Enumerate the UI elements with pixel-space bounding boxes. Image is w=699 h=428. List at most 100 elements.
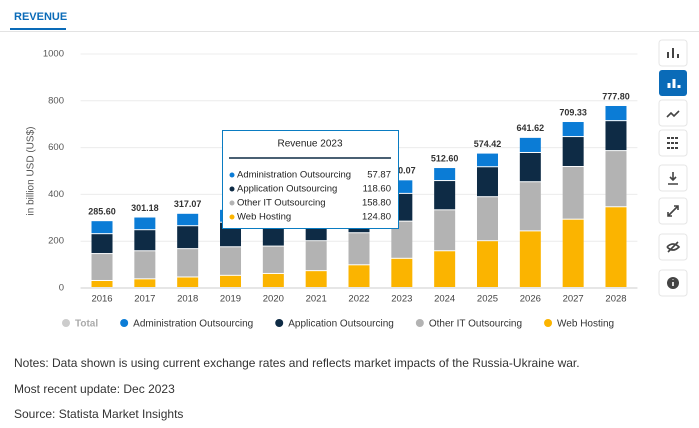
bar-segment — [434, 168, 456, 181]
bar-segment — [562, 137, 584, 167]
bar-segment — [91, 280, 113, 287]
tooltip-value: 118.60 — [363, 184, 391, 195]
x-tick-label: 2026 — [520, 294, 541, 305]
bar-segment — [134, 279, 156, 287]
tool-button[interactable] — [658, 99, 688, 127]
legend-label[interactable]: Other IT Outsourcing — [429, 319, 522, 330]
bar-segment — [519, 182, 541, 231]
bar-segment — [177, 277, 199, 287]
bar-segment — [220, 247, 242, 275]
bar-segment — [476, 167, 498, 197]
bar-segment — [391, 258, 413, 287]
bar-segment — [519, 152, 541, 182]
tab-label[interactable]: REVENUE — [14, 11, 67, 23]
tooltip-marker — [229, 200, 235, 206]
total-label: 777.80 — [602, 91, 630, 101]
x-tick-label: 2019 — [220, 294, 241, 305]
legend-label[interactable]: Total — [75, 319, 98, 330]
bar-segment — [220, 275, 242, 287]
icon — [667, 48, 679, 58]
bar-segment — [91, 221, 113, 234]
y-tick-label: 1000 — [43, 49, 64, 60]
note: Most recent update: Dec 2023 — [14, 382, 175, 396]
bar-segment — [605, 121, 627, 151]
tooltip-name: Administration Outsourcing — [237, 170, 351, 181]
bar-segment — [562, 219, 584, 287]
x-tick-label: 2016 — [91, 294, 112, 305]
legend-marker — [415, 319, 424, 327]
icon — [666, 110, 680, 118]
bar-segment — [391, 221, 413, 258]
total-label: 285.60 — [88, 207, 116, 217]
bar-segment — [434, 181, 456, 210]
tooltip-name: Web Hosting — [237, 212, 291, 223]
x-tick-label: 2028 — [605, 294, 626, 305]
y-tick-label: 200 — [48, 236, 64, 247]
tooltip-marker — [229, 172, 235, 178]
bar-segment — [605, 207, 627, 287]
tab-underline — [10, 28, 66, 30]
tooltip-box — [222, 130, 399, 229]
legend-label[interactable]: Application Outsourcing — [288, 319, 394, 330]
icon — [668, 172, 678, 185]
bar-segment — [519, 137, 541, 152]
y-tick-label: 400 — [48, 189, 64, 200]
legend-marker — [62, 319, 70, 327]
x-tick-label: 2021 — [306, 294, 327, 305]
bar-segment — [434, 251, 456, 287]
tooltip: Revenue 2023 Administration Outsourcing 57… — [222, 130, 399, 229]
tooltip-value: 158.80 — [362, 198, 391, 209]
y-axis-label: in billion USD (US$) — [26, 127, 37, 216]
note: Notes: Data shown is using current excha… — [14, 356, 580, 370]
tooltip-marker — [229, 214, 235, 220]
tooltip-value: 124.80 — [362, 212, 391, 223]
separator — [0, 31, 699, 32]
x-tick-label: 2020 — [263, 294, 284, 305]
total-label: 317.07 — [174, 199, 202, 209]
x-tick-label: 2024 — [434, 294, 455, 305]
bar-segment — [177, 213, 199, 226]
bar-segment — [605, 105, 627, 121]
icon — [667, 137, 679, 149]
x-tick-label: 2027 — [563, 294, 584, 305]
x-tick-label: 2025 — [477, 294, 498, 305]
tooltip-title: Revenue 2023 — [277, 139, 342, 150]
bar-segment — [562, 167, 584, 219]
bar-segment — [177, 249, 199, 277]
bar-segment — [91, 234, 113, 254]
bar-segment — [177, 226, 199, 249]
legend-marker — [275, 319, 284, 327]
bar-segment — [134, 251, 156, 279]
bar-segment — [134, 217, 156, 230]
tooltip-marker — [229, 186, 235, 192]
legend-marker — [120, 319, 129, 327]
tooltip-name: Other IT Outsourcing — [237, 198, 326, 209]
legend-label[interactable]: Administration Outsourcing — [133, 319, 253, 330]
total-label: 574.42 — [474, 139, 502, 149]
icon — [667, 205, 679, 217]
legend-marker — [544, 319, 553, 327]
legend: Total Administration Outsourcing Applicati… — [62, 319, 614, 330]
legend-label[interactable]: Web Hosting — [557, 319, 614, 330]
tooltip-value: 57.87 — [367, 170, 391, 181]
total-label: 301.18 — [131, 203, 159, 213]
y-tick-label: 800 — [48, 95, 64, 106]
bar-segment — [262, 246, 284, 273]
total-label: 641.62 — [517, 123, 545, 133]
chart: REVENUE in billion USD (US$) 0 200 400 600 8… — [0, 11, 699, 330]
bar-segment — [305, 241, 327, 271]
x-tick-label: 2022 — [348, 294, 369, 305]
bar-segment — [476, 197, 498, 241]
total-label: 709.33 — [559, 107, 587, 117]
x-tick-label: 2023 — [391, 294, 412, 305]
y-tick-label: 0 — [59, 283, 64, 294]
icon — [666, 241, 681, 253]
bar-segment — [91, 254, 113, 280]
bar-segment — [348, 233, 370, 265]
bar-segment — [562, 122, 584, 137]
total-label: 512.60 — [431, 153, 459, 163]
bar-segment — [476, 241, 498, 287]
note: Source: Statista Market Insights — [14, 407, 184, 421]
toolbar — [658, 39, 688, 297]
